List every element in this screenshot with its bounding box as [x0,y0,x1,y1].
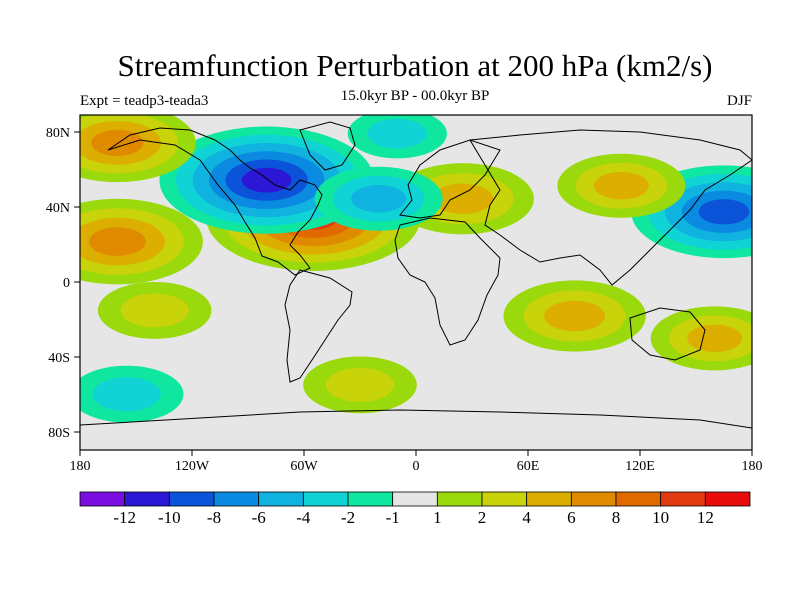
colorbar-swatch [526,491,572,507]
colorbar-swatch [436,491,483,507]
colorbar: -12 -10 -8 -6 -4 -2 -1 1 2 4 6 8 10 12 [79,491,751,527]
colorbar-swatch [302,491,349,507]
colorbar-label: -8 [207,508,221,527]
coast-antarctica [80,409,752,429]
lon-label-60e: 60E [517,459,540,474]
colorbar-label: -12 [113,508,136,527]
field-feature-8-level-1 [367,118,428,149]
colorbar-swatch [124,491,170,507]
field-feature-5-level-2 [432,183,494,215]
coast-greenland [299,121,356,171]
colorbar-swatch [660,491,706,507]
colorbar-label: 6 [567,508,576,527]
coast-europe [399,139,501,219]
lat-label-80n: 80N [46,126,70,141]
coast-africa [394,217,501,346]
lon-label-180e: 180 [742,459,763,474]
colorbar-swatch [258,491,304,507]
field-feature-4-level-3 [91,129,144,156]
field-feature-13-level-2 [687,324,743,353]
coast-south-america [284,269,353,383]
lat-label-80s: 80S [48,426,70,441]
colorbar-label: -10 [158,508,181,527]
experiment-label: Expt = teadp3-teada3 [80,93,209,109]
colorbar-label: -6 [252,508,266,527]
colorbar-swatch [168,491,215,507]
lon-label-0: 0 [413,459,420,474]
latitude-axis: 80N 40N 0 40S 80S [46,126,80,441]
colorbar-swatch [213,491,260,507]
coast-australia [629,307,706,361]
lon-label-60w: 60W [290,459,318,474]
field-feature-11-level-1 [325,367,395,402]
field-feature-9-level-2 [544,300,606,332]
colorbar-swatch [392,491,438,507]
field-feature-10-level-1 [120,293,189,328]
longitude-axis: 180 120W 60W 0 60E 120E 180 [70,450,763,474]
colorbar-swatch [481,491,528,507]
lon-label-120w: 120W [175,459,210,474]
field-feature-3-level-3 [88,227,146,256]
field-feature-2-level-4 [698,199,750,225]
colorbar-label: -4 [296,508,311,527]
field-feature-6-level-2 [593,172,649,200]
season-label: DJF [726,93,752,109]
colorbar-label: -1 [386,508,400,527]
lat-label-0: 0 [63,276,70,291]
lat-label-40s: 40S [48,351,70,366]
field-feature-12-level-1 [92,377,161,412]
colorbar-label: 4 [522,508,531,527]
lat-label-40n: 40N [46,201,70,216]
colorbar-swatch [570,491,617,507]
coastlines [80,121,752,429]
colorbar-swatch [347,491,394,507]
colorbar-label: 8 [612,508,621,527]
coast-north-america [107,127,323,276]
field-feature-1-level-5 [241,167,292,193]
colorbar-swatch [704,491,751,507]
colorbar-label: 2 [478,508,487,527]
field-feature-7-level-2 [351,185,407,213]
figure-title: Streamfunction Perturbation at 200 hPa (… [117,48,713,83]
streamfunction-field [80,115,752,423]
figure-subtitle: 15.0kyr BP - 00.0kyr BP [340,88,490,104]
lon-label-120e: 120E [625,459,655,474]
colorbar-swatch [79,491,126,507]
lon-label-180w: 180 [70,459,91,474]
colorbar-swatch [615,491,662,507]
colorbar-label: 12 [697,508,714,527]
coast-asia [469,129,752,286]
colorbar-label: -2 [341,508,355,527]
colorbar-label: 1 [433,508,442,527]
colorbar-label: 10 [652,508,669,527]
